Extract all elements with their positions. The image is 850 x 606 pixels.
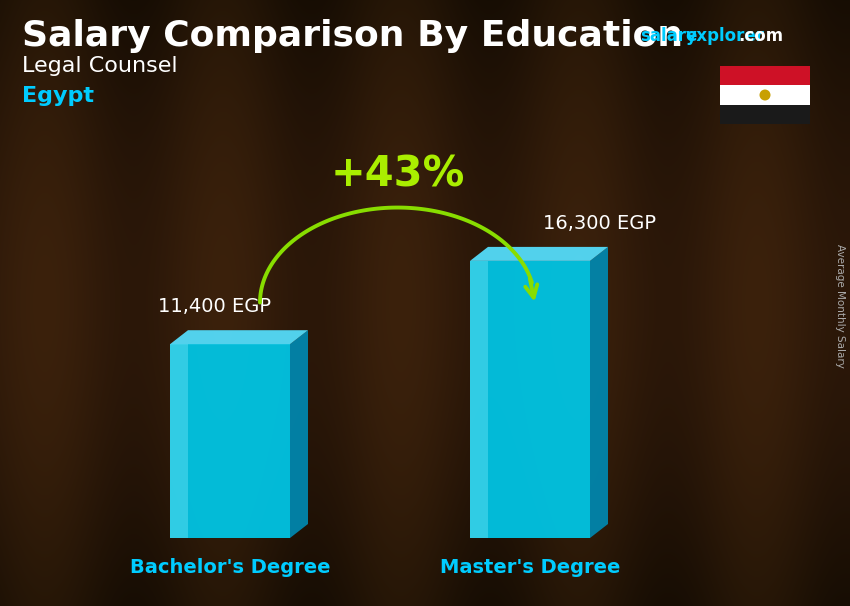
Text: Legal Counsel: Legal Counsel xyxy=(22,56,178,76)
Polygon shape xyxy=(470,247,608,261)
Text: Salary Comparison By Education: Salary Comparison By Education xyxy=(22,19,683,53)
Polygon shape xyxy=(170,344,290,538)
Text: Bachelor's Degree: Bachelor's Degree xyxy=(130,558,331,577)
Text: 16,300 EGP: 16,300 EGP xyxy=(543,214,656,233)
Text: .com: .com xyxy=(738,27,783,45)
Bar xyxy=(720,85,810,105)
Polygon shape xyxy=(470,261,488,538)
Bar xyxy=(720,66,810,85)
Text: explorer: explorer xyxy=(685,27,764,45)
Polygon shape xyxy=(170,330,308,344)
Polygon shape xyxy=(290,330,308,538)
Polygon shape xyxy=(170,344,188,538)
Text: Average Monthly Salary: Average Monthly Salary xyxy=(835,244,845,368)
Bar xyxy=(720,105,810,124)
Text: salary: salary xyxy=(640,27,697,45)
Polygon shape xyxy=(470,261,590,538)
Text: Egypt: Egypt xyxy=(22,86,94,106)
Polygon shape xyxy=(590,247,608,538)
Text: +43%: +43% xyxy=(331,153,465,196)
Circle shape xyxy=(760,90,770,101)
Text: Master's Degree: Master's Degree xyxy=(439,558,620,577)
Text: 11,400 EGP: 11,400 EGP xyxy=(158,297,271,316)
